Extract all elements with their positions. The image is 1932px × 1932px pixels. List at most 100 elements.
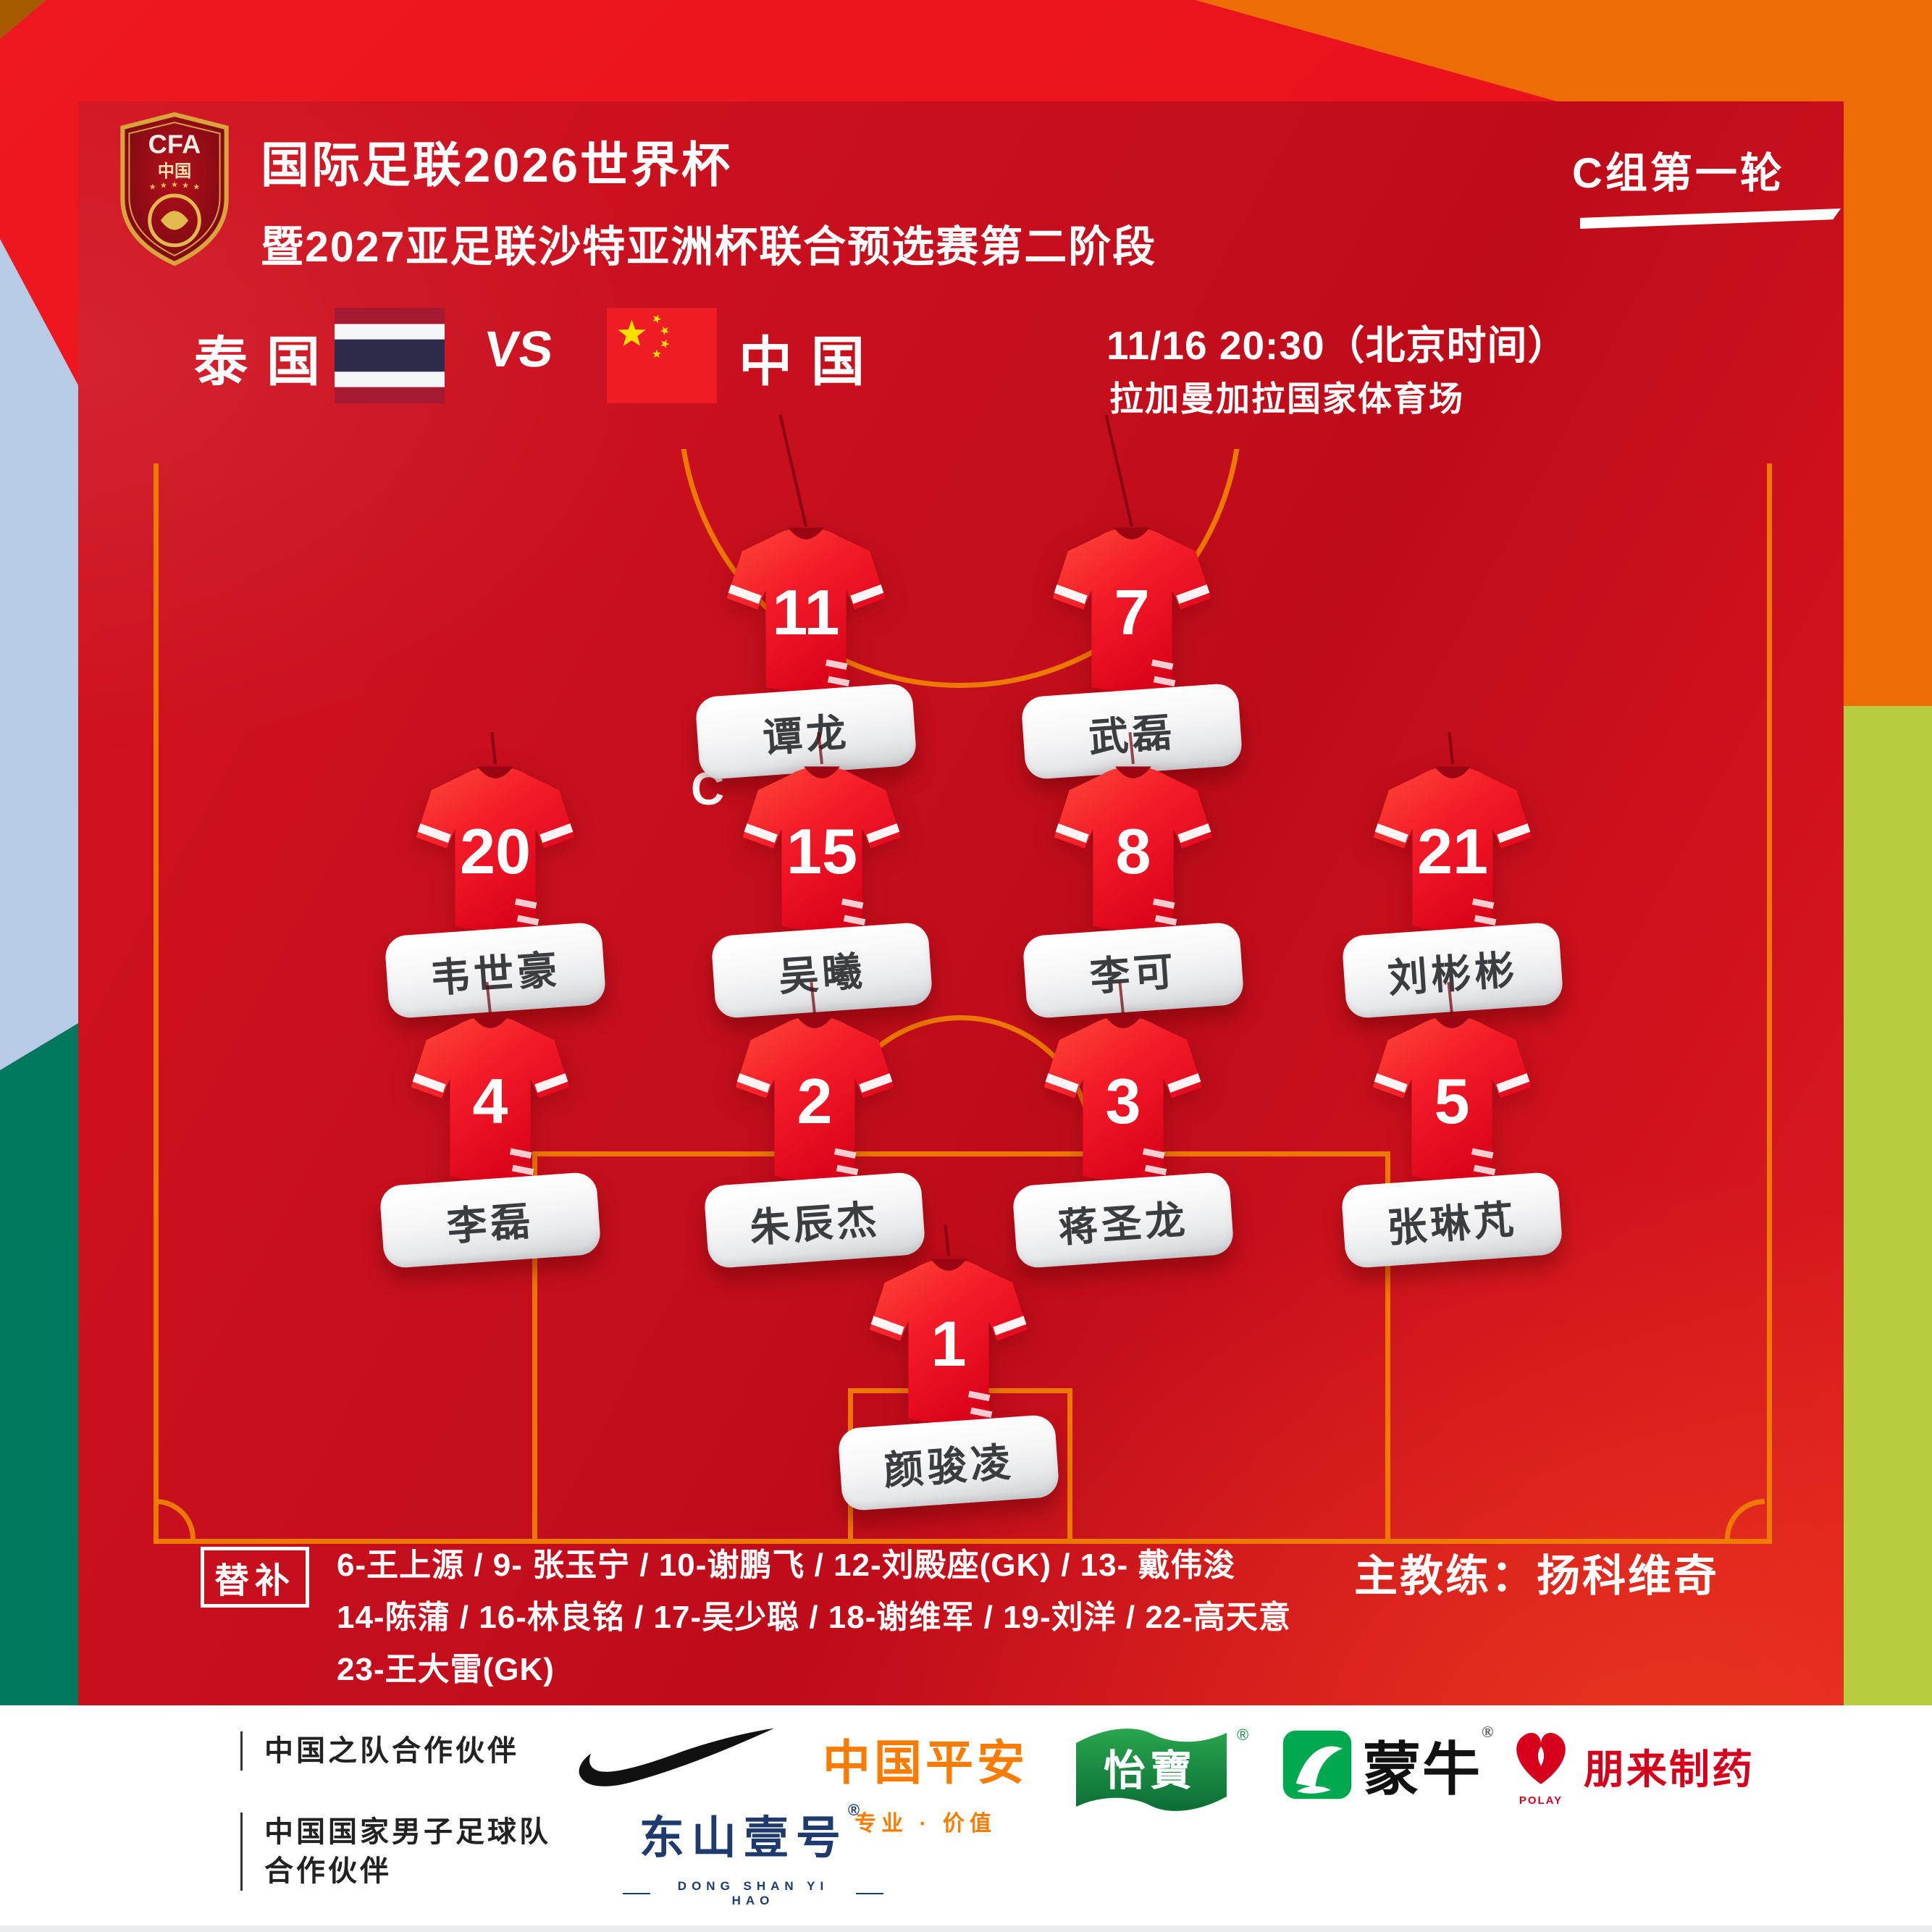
pitch-goal-line: [154, 1539, 1772, 1544]
badge-cfa-text: CFA: [148, 130, 201, 159]
main-panel: CFA 中国 国际足联2026世界杯 暨2027亚足联沙特亚洲杯联合预选赛第二阶…: [78, 101, 1844, 1705]
bottom-edge-strip: [0, 1925, 1932, 1932]
match-datetime: 11/16 20:30（北京时间）: [1106, 323, 1568, 368]
player-slot-goalkeeper: 1 颜骏凌: [837, 1225, 1060, 1512]
jersey-icon: 7: [1049, 518, 1215, 705]
polay-en-text: POLAY: [1519, 1794, 1563, 1807]
bench-label-box: 替补: [201, 1547, 309, 1608]
yibao-logo-icon: 怡寶 ®: [1076, 1726, 1248, 1811]
jersey-number: 1: [931, 1308, 966, 1379]
pingan-logo: 中国平安 专业 · 价值: [795, 1724, 1056, 1837]
jersey-icon: 4: [407, 1007, 574, 1194]
jersey-number: 4: [472, 1065, 508, 1137]
thailand-flag-icon: [335, 308, 445, 403]
side-block-teal: [0, 1017, 89, 1705]
jersey-icon: 11: [723, 518, 889, 705]
player-slot-midfield: 21 刘彬彬: [1341, 732, 1564, 1020]
player-slot-forward: 11 谭龙: [694, 414, 917, 781]
corner-arc-right: [1725, 1499, 1765, 1539]
dongshan-en-text: DONG SHAN YI HAO: [623, 1879, 883, 1908]
jersey-number: 21: [1417, 815, 1488, 887]
player-name: 朱辰杰: [748, 1196, 882, 1251]
pingan-logo-text: 中国平安: [823, 1736, 1028, 1789]
title-block: 国际足联2026世界杯 暨2027亚足联沙特亚洲杯联合预选赛第二阶段: [261, 126, 1156, 274]
bench-line: 14-陈蒲 / 16-林良铭 / 17-吴少聪 / 18-谢维军 / 19-刘洋…: [337, 1600, 1291, 1635]
mengniu-logo: 蒙牛®: [1282, 1723, 1495, 1807]
player-name: 颜骏凌: [882, 1439, 1016, 1494]
player-nameplate: 张琳芃: [1340, 1171, 1563, 1269]
jersey-icon: 8: [1050, 757, 1217, 944]
player-nameplate: 吴曦: [710, 921, 933, 1020]
partner-label-2-line2: 合作伙伴: [264, 1855, 392, 1887]
china-flag-icon: [607, 308, 717, 403]
title-line2: 暨2027亚足联沙特亚洲杯联合预选赛第二阶段: [261, 223, 1157, 271]
partner-label-2: 中国国家男子足球队 合作伙伴: [240, 1813, 551, 1891]
bench-line: 23-王大雷(GK): [337, 1652, 555, 1687]
jersey-icon: 15: [739, 757, 905, 944]
corner-block-brown: [0, 0, 46, 39]
bench-list: 6-王上源 / 9- 张玉宁 / 10-谢鹏飞 / 12-刘殿座(GK) / 1…: [337, 1540, 1291, 1696]
partner-label-1: 中国之队合作伙伴: [240, 1731, 519, 1771]
player-slot-midfield: 8 李可: [1022, 732, 1245, 1020]
player-nameplate: 李可: [1022, 921, 1245, 1020]
side-block-blue: [0, 239, 89, 1070]
cfa-badge-icon: CFA 中国: [120, 112, 229, 266]
penalty-box-line: [532, 1151, 1390, 1539]
jersey-icon: 20: [412, 757, 579, 944]
player-name: 李可: [1088, 948, 1179, 1000]
jersey-icon: 3: [1040, 1007, 1206, 1194]
bench-line: 6-王上源 / 9- 张玉宁 / 10-谢鹏飞 / 12-刘殿座(GK) / 1…: [337, 1547, 1236, 1583]
player-nameplate: 颜骏凌: [837, 1414, 1060, 1512]
sponsor-band: 中国之队合作伙伴 中国国家男子足球队 合作伙伴 中国平安 专业 · 价值 怡寶 …: [0, 1705, 1932, 1932]
jersey-number: 15: [786, 815, 857, 887]
nike-swoosh-icon: [579, 1728, 775, 1786]
round-badge: C组第一轮: [1572, 150, 1785, 197]
player-slot-defense: 5 张琳芃: [1340, 982, 1563, 1269]
title-line1: 国际足联2026世界杯: [261, 138, 733, 193]
coach-label: 主教练：扬科维奇: [1354, 1552, 1719, 1600]
jersey-icon: 2: [731, 1007, 898, 1194]
player-name: 刘彬彬: [1386, 946, 1520, 1001]
yibao-reg-mark: ®: [1237, 1726, 1248, 1744]
player-name: 韦世豪: [429, 946, 563, 1001]
jersey-number: 8: [1115, 815, 1151, 887]
player-name: 蒋圣龙: [1057, 1196, 1190, 1251]
yibao-logo-text: 怡寶: [1104, 1747, 1196, 1794]
jersey-number: 3: [1105, 1065, 1141, 1137]
pingan-slogan: 专业 · 价值: [854, 1812, 996, 1836]
polay-logo: POLAY 朋来制药: [1510, 1727, 1755, 1807]
badge-country-text: 中国: [158, 161, 191, 180]
away-team-label: 中国: [739, 332, 883, 392]
player-nameplate: 李磊: [379, 1171, 602, 1269]
side-block-lime: [1844, 706, 1932, 1705]
player-slot-midfield: 15 吴曦: [710, 732, 933, 1020]
player-nameplate: 蒋圣龙: [1012, 1171, 1235, 1269]
jersey-icon: 21: [1369, 757, 1536, 944]
match-venue: 拉加曼加拉国家体育场: [1109, 379, 1464, 418]
player-name: 谭龙: [761, 709, 852, 761]
jersey-number: 20: [460, 815, 531, 887]
player-name: 吴曦: [777, 948, 868, 1000]
player-name: 张琳芃: [1385, 1196, 1519, 1251]
jersey-number: 7: [1114, 576, 1149, 648]
jersey-number: 2: [797, 1065, 832, 1137]
player-slot-forward: 7 武磊: [1020, 414, 1243, 781]
jersey-icon: 1: [865, 1249, 1032, 1437]
player-nameplate: 刘彬彬: [1341, 921, 1564, 1020]
player-name: 李磊: [445, 1198, 536, 1250]
jersey-icon: 5: [1369, 1007, 1535, 1194]
player-nameplate: 韦世豪: [384, 921, 607, 1020]
pitch-sideline-left: [154, 463, 159, 1544]
player-slot-defense: 2 朱辰杰: [703, 982, 926, 1269]
home-team-label: 泰国: [194, 332, 339, 392]
mengniu-logo-icon: [1282, 1730, 1352, 1799]
dongshan-logo-text: 东山壹号®: [639, 1801, 868, 1863]
mengniu-logo-text: 蒙牛®: [1363, 1723, 1495, 1802]
corner-arc-left: [156, 1499, 196, 1539]
player-slot-defense: 4 李磊: [379, 982, 602, 1269]
jersey-number: 11: [772, 576, 839, 648]
partner-label-2-line1: 中国国家男子足球队: [264, 1816, 551, 1848]
polay-logo-text: 朋来制药: [1584, 1747, 1755, 1792]
polay-heart-icon: POLAY: [1510, 1727, 1572, 1807]
jersey-number: 5: [1434, 1065, 1469, 1137]
